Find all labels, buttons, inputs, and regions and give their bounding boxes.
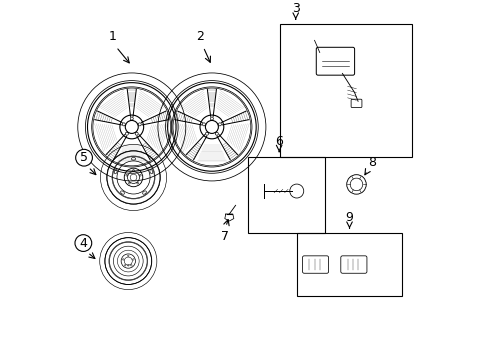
Bar (297, 233, 402, 296)
Text: 9: 9 (345, 211, 353, 225)
Bar (248, 157, 325, 233)
Text: 8: 8 (368, 157, 376, 170)
Text: 1: 1 (109, 30, 117, 43)
Text: 6: 6 (275, 135, 283, 148)
Bar (280, 24, 412, 157)
Text: 2: 2 (196, 30, 204, 43)
Text: 3: 3 (292, 3, 300, 15)
Text: 5: 5 (80, 151, 88, 164)
Text: 7: 7 (221, 230, 229, 243)
Text: 4: 4 (79, 237, 87, 249)
